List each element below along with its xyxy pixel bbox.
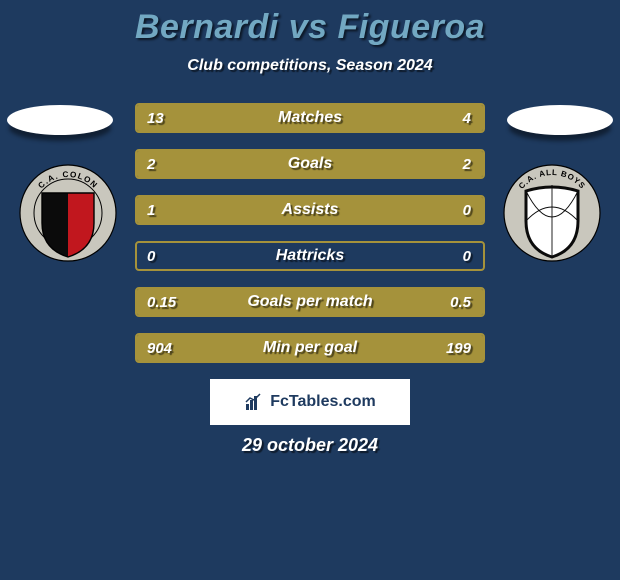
stat-row: Matches134	[135, 103, 485, 133]
stat-fill-left	[137, 197, 483, 223]
brand-text: FcTables.com	[270, 393, 376, 411]
stat-fill-right	[310, 151, 483, 177]
stat-fill-left	[137, 335, 199, 361]
stat-row: Goals22	[135, 149, 485, 179]
stat-fill-right	[400, 105, 483, 131]
stat-row: Min per goal904199	[135, 333, 485, 363]
stat-fill-right	[199, 335, 483, 361]
brand-logo-icon	[244, 392, 264, 412]
subtitle: Club competitions, Season 2024	[0, 57, 620, 75]
stat-label: Hattricks	[137, 243, 483, 269]
stat-bars: Matches134 Goals22 Assists10 Hattricks0 0 Goa…	[135, 103, 485, 363]
stat-fill-left	[137, 151, 310, 177]
stat-fill-left	[137, 289, 217, 315]
date: 29 october 2024	[0, 435, 620, 456]
club-crest-right: C.A. ALL BOYS	[502, 163, 602, 263]
stat-row: Hattricks0 0	[135, 241, 485, 271]
stat-value-right: 0	[463, 243, 471, 269]
stat-row: Goals per match0.150.5	[135, 287, 485, 317]
club-crest-left: C.A. COLON	[18, 163, 118, 263]
stat-fill-left	[137, 105, 400, 131]
brand-badge: FcTables.com	[210, 379, 410, 425]
comparison-area: C.A. COLON C.A. ALL BOYS	[0, 103, 620, 363]
stat-value-left: 0	[147, 243, 155, 269]
player-photo-placeholder-left	[7, 105, 113, 135]
page-title: Bernardi vs Figueroa	[0, 8, 620, 47]
player-photo-placeholder-right	[507, 105, 613, 135]
stat-row: Assists10	[135, 195, 485, 225]
stat-fill-right	[217, 289, 483, 315]
